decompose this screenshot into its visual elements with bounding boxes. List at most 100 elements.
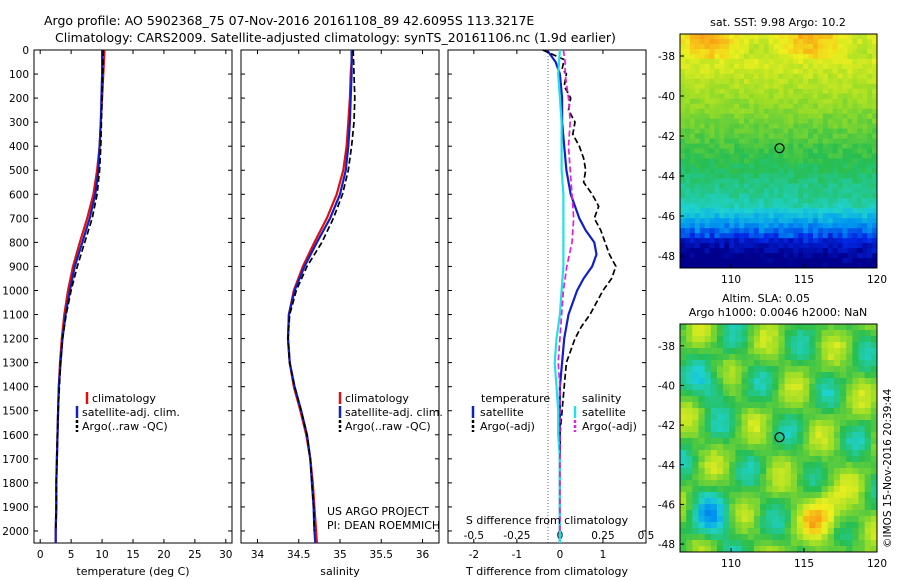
- map-cell: [704, 546, 712, 553]
- map-cell: [827, 474, 835, 481]
- map-cell: [784, 402, 792, 409]
- map-cell: [686, 414, 693, 421]
- map-cell: [724, 34, 730, 40]
- map-cell: [796, 516, 804, 523]
- map-cell: [719, 148, 725, 154]
- map-cell: [846, 546, 853, 553]
- map-cell: [773, 38, 779, 45]
- map-cell: [832, 193, 838, 199]
- map-cell: [833, 354, 841, 361]
- map-cell: [698, 510, 706, 517]
- map-cell: [704, 462, 712, 469]
- map-cell: [753, 53, 760, 60]
- map-cell: [803, 113, 809, 120]
- map-cell: [858, 342, 866, 349]
- map-cell: [847, 63, 853, 70]
- map-cell: [783, 228, 789, 234]
- map-cell: [680, 198, 686, 204]
- map-cell: [790, 414, 798, 421]
- map-cell: [788, 128, 794, 134]
- map-cell: [734, 88, 740, 95]
- map-cell: [741, 336, 749, 343]
- map-cell: [729, 253, 735, 259]
- map-cell: [778, 213, 784, 219]
- map-cell: [686, 510, 693, 517]
- map-cell: [867, 158, 873, 164]
- map-cell: [842, 143, 848, 149]
- map-cell: [857, 133, 863, 139]
- map-cell: [763, 38, 770, 45]
- map-cell: [858, 378, 866, 385]
- map-cell: [809, 450, 816, 457]
- map-cell: [766, 336, 773, 343]
- map-cell: [773, 88, 779, 95]
- map-cell: [833, 450, 841, 457]
- map-cell: [870, 492, 878, 499]
- map-cell: [858, 336, 866, 343]
- map-cell: [840, 474, 847, 481]
- sla-map-yticks: -38-40-42-44-46-48: [658, 341, 684, 551]
- map-cell: [692, 456, 699, 463]
- map-cell: [768, 178, 774, 184]
- map-cell: [822, 158, 829, 164]
- map-cell: [817, 73, 824, 80]
- map-cell: [847, 168, 853, 174]
- map-cell: [857, 68, 863, 75]
- map-cell: [723, 384, 730, 391]
- map-cell: [689, 118, 696, 125]
- map-cell: [822, 63, 829, 70]
- series-line-climatology: [54, 49, 106, 543]
- map-cell: [817, 228, 824, 234]
- map-cell: [753, 143, 760, 149]
- map-cell: [803, 148, 809, 154]
- map-cell: [790, 528, 798, 535]
- map-cell: [815, 420, 822, 427]
- map-cell: [788, 188, 794, 194]
- map-cell: [686, 480, 693, 487]
- map-cell: [872, 143, 878, 149]
- map-cell: [803, 426, 810, 433]
- map-cell: [739, 43, 745, 50]
- map-cell: [822, 263, 829, 269]
- map-cell: [842, 228, 848, 234]
- map-cell: [772, 360, 779, 367]
- map-cell: [698, 462, 706, 469]
- map-cell: [689, 113, 696, 120]
- map-cell: [699, 133, 706, 139]
- map-cell: [803, 462, 810, 469]
- map-cell: [872, 253, 878, 259]
- map-cell: [783, 153, 789, 159]
- map-cell: [723, 546, 730, 553]
- map-cell: [699, 238, 706, 244]
- map-cell: [698, 546, 706, 553]
- map-cell: [748, 103, 755, 110]
- map-cell: [812, 58, 819, 65]
- map-cell: [812, 238, 819, 244]
- map-cell: [840, 510, 847, 517]
- map-cell: [852, 133, 858, 139]
- map-cell: [821, 360, 829, 367]
- map-cell: [822, 228, 829, 234]
- map-cell: [734, 238, 740, 244]
- map-cell: [729, 522, 736, 529]
- series-line-satellite-adj-clim-: [286, 50, 353, 544]
- ytick-label: -44: [658, 171, 675, 183]
- map-cell: [748, 163, 755, 169]
- map-cell: [766, 378, 773, 385]
- map-cell: [812, 123, 819, 129]
- map-cell: [837, 113, 843, 120]
- salinity-xticks: 34 34.5 35 35.5 36: [251, 50, 429, 561]
- map-cell: [858, 462, 866, 469]
- map-cell: [694, 38, 701, 45]
- map-cell: [768, 238, 774, 244]
- map-cell: [748, 198, 755, 204]
- map-cell: [842, 148, 848, 154]
- map-cell: [723, 528, 730, 535]
- map-cell: [704, 468, 712, 475]
- map-cell: [817, 34, 824, 40]
- map-cell: [840, 486, 847, 493]
- map-cell: [739, 193, 745, 199]
- map-cell: [741, 390, 749, 397]
- map-cell: [783, 128, 789, 134]
- map-cell: [852, 58, 858, 65]
